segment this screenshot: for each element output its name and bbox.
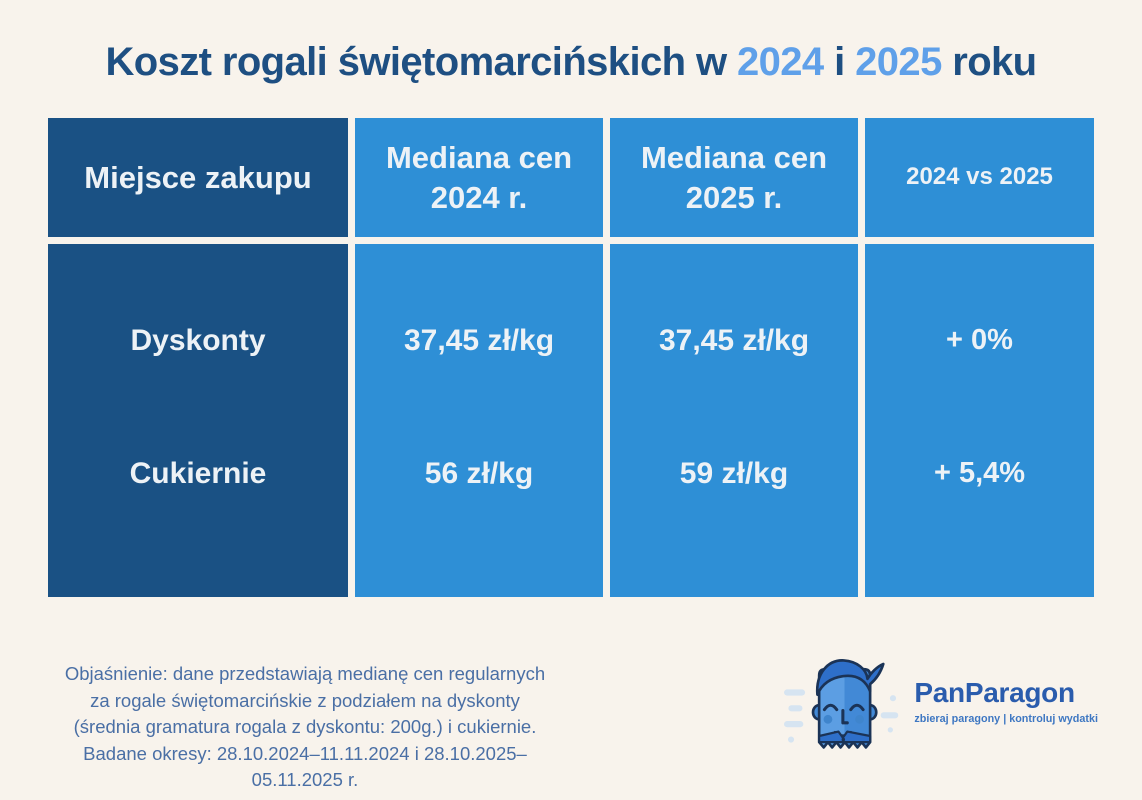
cell-median-2024-cukiernie: 56 zł/kg: [424, 456, 534, 490]
title-text-1: Koszt rogali świętomarcińskich w: [105, 40, 737, 84]
footnote-line-1: Objaśnienie: dane przedstawiają medianę …: [64, 663, 546, 684]
cell-change-cukiernie: + 5,4%: [933, 457, 1026, 489]
price-table: Miejsce zakupu Mediana cen 2024 r. Media…: [48, 118, 1094, 597]
header-label-line2: 2024 r.: [430, 179, 528, 215]
header-cell-comparison: 2024 vs 2025: [865, 118, 1094, 237]
column-median-2025: 37,45 zł/kg 59 zł/kg: [610, 244, 858, 597]
logo-tagline: zbieraj paragony | kontroluj wydatki: [914, 713, 1098, 725]
header-cell-place: Miejsce zakupu: [48, 118, 348, 237]
page-title: Koszt rogali świętomarcińskich w 2024 i …: [0, 40, 1142, 85]
title-text-2: i: [823, 40, 856, 84]
footnote-line-3: (średnia gramatura rogala z dyskontu: 20…: [73, 716, 537, 737]
footnote-line-2: za rogale świętomarcińskie z podziałem n…: [90, 689, 520, 711]
header-label-line1: Mediana cen: [385, 139, 573, 175]
column-median-2024: 37,45 zł/kg 56 zł/kg: [355, 244, 603, 597]
speed-lines: [784, 689, 899, 743]
footnote-line-4: Badane okresy: 28.10.2024–11.11.2024 i 2…: [83, 742, 527, 791]
cell-median-2025-cukiernie: 59 zł/kg: [679, 456, 789, 490]
footnote: Objaśnienie: dane przedstawiają medianę …: [38, 661, 572, 794]
table-body: Dyskonty Cukiernie 37,45 zł/kg 56 zł/kg …: [48, 244, 1094, 597]
header-cell-median-2024: Mediana cen 2024 r.: [355, 118, 603, 237]
logo-text-block: PanParagon zbieraj paragony | kontroluj …: [914, 677, 1098, 725]
title-year-2025: 2025: [855, 40, 942, 84]
header-label-line1: Mediana cen: [640, 139, 828, 175]
cell-change-dyskonty: + 0%: [946, 324, 1013, 356]
title-text-3: roku: [941, 40, 1037, 84]
receipt-boy-icon: [784, 659, 899, 749]
header-label: 2024 vs 2025: [906, 163, 1053, 191]
table-header-row: Miejsce zakupu Mediana cen 2024 r. Media…: [48, 118, 1094, 237]
cell-place-cukiernie: Cukiernie: [129, 456, 267, 490]
header-label-line2: 2025 r.: [685, 179, 783, 215]
cell-place-dyskonty: Dyskonty: [130, 323, 266, 357]
column-place: Dyskonty Cukiernie: [48, 244, 348, 597]
cell-median-2024-dyskonty: 37,45 zł/kg: [403, 323, 555, 357]
cell-median-2025-dyskonty: 37,45 zł/kg: [658, 323, 810, 357]
header-cell-median-2025: Mediana cen 2025 r.: [610, 118, 858, 237]
title-year-2024: 2024: [736, 40, 824, 84]
column-comparison: + 0% + 5,4%: [865, 244, 1094, 597]
header-label: Miejsce zakupu: [84, 159, 312, 195]
logo-wordmark: PanParagon: [914, 677, 1075, 708]
panparagon-logo: PanParagon zbieraj paragony | kontroluj …: [784, 645, 1098, 769]
